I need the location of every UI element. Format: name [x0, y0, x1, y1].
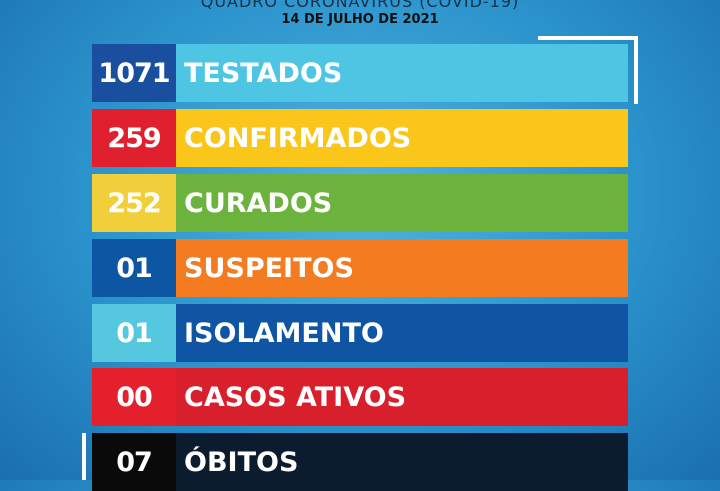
stat-label: CONFIRMADOS: [176, 109, 628, 167]
stat-row-curados: 252 CURADOS: [92, 174, 628, 232]
stat-row-confirmados: 259 CONFIRMADOS: [92, 109, 628, 167]
header-date: 14 DE JULHO DE 2021: [281, 12, 439, 27]
stat-row-testados: 1071 TESTADOS: [92, 44, 628, 102]
stat-value: 259: [92, 109, 176, 167]
stat-value: 01: [92, 304, 176, 362]
stat-label: SUSPEITOS: [176, 239, 628, 297]
decorative-side-line: [82, 433, 86, 480]
stat-row-obitos: 07 ÓBITOS: [92, 433, 628, 491]
stat-value: 252: [92, 174, 176, 232]
stat-row-casos-ativos: 00 CASOS ATIVOS: [92, 368, 628, 426]
stat-value: 00: [92, 368, 176, 426]
stat-row-isolamento: 01 ISOLAMENTO: [92, 304, 628, 362]
stat-label: CASOS ATIVOS: [176, 368, 628, 426]
stat-row-suspeitos: 01 SUSPEITOS: [92, 239, 628, 297]
stat-label: ÓBITOS: [176, 433, 628, 491]
decorative-corner-frame: [538, 36, 638, 104]
header-title: QUADRO CORONAVÍRUS (COVID-19): [200, 0, 520, 11]
stat-value: 1071: [92, 44, 176, 102]
stat-value: 01: [92, 239, 176, 297]
stat-value: 07: [92, 433, 176, 491]
stat-label: TESTADOS: [176, 44, 628, 102]
stat-label: CURADOS: [176, 174, 628, 232]
stat-label: ISOLAMENTO: [176, 304, 628, 362]
